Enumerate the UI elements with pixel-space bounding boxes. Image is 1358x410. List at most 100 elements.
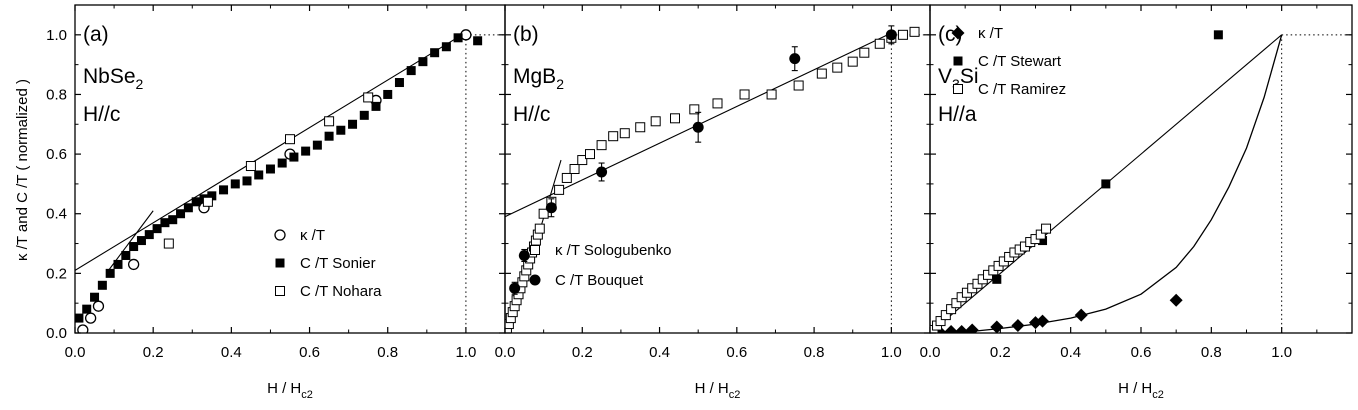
legend-label: C /T Ramirez: [978, 81, 1066, 98]
field-orientation-label: H//a: [938, 103, 977, 126]
data-point: [129, 242, 139, 252]
data-point: [1035, 229, 1046, 240]
data-point: [909, 26, 920, 37]
series-2: [509, 25, 897, 295]
data-point: [430, 48, 440, 58]
data-point: [230, 179, 240, 189]
data-point: [951, 298, 962, 309]
y-tick-label: 1.0: [46, 27, 67, 44]
data-point: [670, 113, 680, 124]
x-tick-label: 0.0: [65, 344, 86, 361]
legend-label: C /T Stewart: [978, 53, 1062, 70]
data-point: [992, 274, 1002, 284]
field-orientation-label: H//c: [83, 103, 120, 126]
data-point: [1213, 30, 1223, 40]
data-point: [789, 53, 801, 65]
data-point: [596, 140, 607, 151]
data-point: [348, 119, 358, 129]
data-point: [1011, 319, 1025, 333]
x-tick-label: 0.6: [1131, 344, 1152, 361]
data-point: [176, 209, 186, 219]
data-point: [473, 36, 483, 46]
data-point: [692, 121, 704, 133]
legend-marker: [274, 229, 286, 241]
data-point: [202, 196, 213, 207]
legend-marker: [953, 56, 963, 66]
x-tick-label: 0.2: [572, 344, 593, 361]
data-point: [712, 98, 723, 109]
data-point: [619, 128, 630, 139]
data-point: [441, 42, 451, 52]
y-tick-label: 0.8: [46, 86, 67, 103]
data-point: [82, 304, 92, 314]
data-point: [847, 56, 858, 67]
material-label: MgB2: [513, 65, 564, 92]
series-3: [930, 223, 1052, 333]
series-1: [934, 293, 1183, 333]
data-point: [608, 131, 619, 142]
data-point: [965, 323, 979, 333]
data-point: [77, 324, 89, 333]
data-point: [1038, 236, 1048, 246]
series-3: [163, 92, 374, 249]
legend-marker: [275, 258, 285, 268]
data-point: [254, 170, 264, 180]
data-point: [650, 116, 661, 127]
x-tick-label: 1.0: [455, 344, 476, 361]
x-axis-label: H / Hc2: [1118, 380, 1164, 401]
data-point: [75, 313, 84, 323]
y-axis-label: κ /T and C /T ( normalized ): [14, 79, 31, 261]
x-tick-label: 1.0: [1271, 344, 1292, 361]
panel-letter: (b): [513, 23, 539, 46]
x-tick-label: 0.4: [1060, 344, 1081, 361]
x-tick-label: 0.8: [804, 344, 825, 361]
data-point: [635, 122, 646, 133]
data-point: [859, 47, 870, 58]
data-point: [92, 300, 105, 312]
data-point: [739, 89, 750, 100]
legend-label: C /T Sonier: [300, 255, 376, 272]
data-point: [359, 110, 369, 120]
x-tick-label: 0.2: [143, 344, 164, 361]
x-tick-label: 0.0: [920, 344, 941, 361]
data-point: [935, 316, 946, 327]
data-point: [832, 62, 843, 73]
data-point: [160, 218, 170, 228]
data-point: [1169, 293, 1183, 307]
legend-label: κ /T: [978, 25, 1003, 42]
data-point: [874, 38, 885, 49]
data-point: [168, 215, 178, 225]
data-point: [191, 197, 201, 207]
legend-label: C /T Bouquet: [555, 272, 644, 289]
data-point: [554, 184, 565, 195]
panel-2: 0.0 0.2 0.4 0.6 0.8 1.0 H / Hc2 (b) MgB2 H//c κ /T…: [495, 4, 931, 401]
data-point: [163, 238, 174, 249]
legend-marker: [953, 84, 963, 94]
y-tick-label: 0.0: [46, 325, 67, 342]
data-point: [127, 258, 140, 271]
data-point: [585, 149, 595, 160]
data-point: [285, 134, 295, 145]
data-point: [336, 125, 346, 135]
data-point: [207, 191, 217, 201]
data-point: [324, 116, 335, 127]
data-point: [406, 66, 416, 76]
y-tick-label: 0.4: [46, 206, 67, 223]
data-point: [946, 304, 957, 315]
data-point: [816, 68, 827, 79]
x-tick-label: 0.4: [221, 344, 242, 361]
field-orientation-label: H//c: [513, 103, 550, 126]
data-point: [534, 223, 545, 234]
panel-3: 0.00.20.40.60.81.0H / Hc2(c)V3SiH//aκ /T…: [920, 4, 1353, 401]
x-tick-label: 0.6: [299, 344, 320, 361]
fit-curve: [930, 34, 1283, 333]
data-point: [245, 161, 256, 172]
data-point: [940, 310, 951, 321]
data-point: [183, 203, 193, 213]
legend-label: C /T Nohara: [300, 283, 382, 300]
data-point: [990, 320, 1004, 333]
plot-area: [930, 30, 1352, 333]
data-point: [363, 92, 374, 103]
data-point: [509, 282, 521, 294]
